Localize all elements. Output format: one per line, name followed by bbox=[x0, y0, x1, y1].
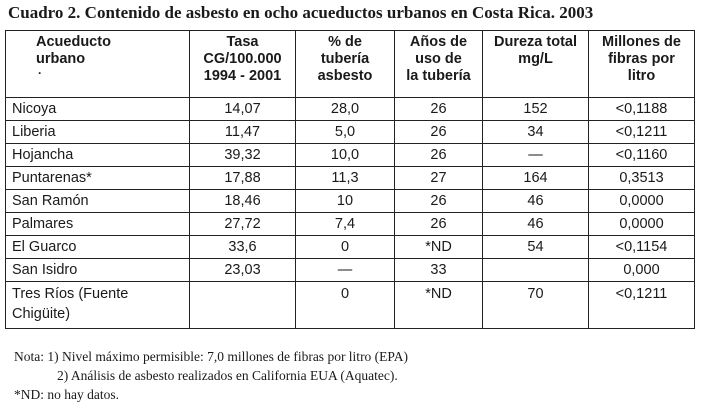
cell-fibras: <0,1160 bbox=[588, 143, 695, 167]
cell-fibras: <0,1154 bbox=[588, 235, 695, 259]
table-row: Puntarenas* 17,88 11,3 27 164 0,3513 bbox=[5, 166, 695, 190]
cell-acueducto: Puntarenas* bbox=[5, 166, 190, 190]
cell-fibras: 0,3513 bbox=[588, 166, 695, 190]
cell-dureza: 152 bbox=[482, 97, 589, 121]
cell-acueducto: Nicoya bbox=[5, 97, 190, 121]
cell-fibras: <0,1211 bbox=[588, 281, 695, 329]
asbestos-table: Acueducto urbano · Tasa CG/100.000 1994 - 2… bbox=[5, 30, 695, 329]
cell-tasa: 14,07 bbox=[189, 97, 296, 121]
cell-acueducto: Liberia bbox=[5, 120, 190, 144]
header-tasa: Tasa CG/100.000 1994 - 2001 bbox=[189, 30, 296, 98]
cell-anos: 26 bbox=[394, 143, 483, 167]
cell-tasa: 39,32 bbox=[189, 143, 296, 167]
table-row: Hojancha 39,32 10,0 26 — <0,1160 bbox=[5, 143, 695, 167]
cell-pct: 10,0 bbox=[295, 143, 395, 167]
cell-pct: 0 bbox=[295, 281, 395, 329]
cell-pct: 11,3 bbox=[295, 166, 395, 190]
cell-fibras: 0,0000 bbox=[588, 212, 695, 236]
table-row: Liberia 11,47 5,0 26 34 <0,1211 bbox=[5, 120, 695, 144]
cell-pct: — bbox=[295, 258, 395, 282]
cell-acueducto: Hojancha bbox=[5, 143, 190, 167]
cell-anos: 26 bbox=[394, 97, 483, 121]
cell-fibras: 0,0000 bbox=[588, 189, 695, 213]
cell-fibras: 0,000 bbox=[588, 258, 695, 282]
cell-tasa: 17,88 bbox=[189, 166, 296, 190]
header-fibras: Millones de fibras por litro bbox=[588, 30, 695, 98]
cell-dureza: 54 bbox=[482, 235, 589, 259]
cell-dureza: 164 bbox=[482, 166, 589, 190]
cell-dureza: 46 bbox=[482, 189, 589, 213]
cell-dureza: 34 bbox=[482, 120, 589, 144]
cell-anos: 26 bbox=[394, 212, 483, 236]
cell-anos: 26 bbox=[394, 189, 483, 213]
cell-acueducto: San Ramón bbox=[5, 189, 190, 213]
header-anos-uso: Años de uso de la tubería bbox=[394, 30, 483, 98]
note-line: 2) Análisis de asbesto realizados en Cal… bbox=[57, 368, 398, 383]
table-row: Palmares 27,72 7,4 26 46 0,0000 bbox=[5, 212, 695, 236]
cell-acueducto: Tres Ríos (Fuente Chigüite) bbox=[5, 281, 190, 329]
cell-dureza: 46 bbox=[482, 212, 589, 236]
cell-pct: 0 bbox=[295, 235, 395, 259]
cell-tasa: 27,72 bbox=[189, 212, 296, 236]
cell-tasa: 18,46 bbox=[189, 189, 296, 213]
cell-acueducto: El Guarco bbox=[5, 235, 190, 259]
cell-acueducto: San Isidro bbox=[5, 258, 190, 282]
cell-pct: 5,0 bbox=[295, 120, 395, 144]
header-pct-tuberia: % de tubería asbesto bbox=[295, 30, 395, 98]
table-title: Cuadro 2. Contenido de asbesto en ocho a… bbox=[8, 3, 594, 22]
cell-dureza bbox=[482, 258, 589, 282]
header-dureza: Dureza total mg/L bbox=[482, 30, 589, 98]
cell-tasa: 11,47 bbox=[189, 120, 296, 144]
cell-acueducto: Palmares bbox=[5, 212, 190, 236]
cell-pct: 7,4 bbox=[295, 212, 395, 236]
cell-anos: 27 bbox=[394, 166, 483, 190]
table-row: San Isidro 23,03 — 33 0,000 bbox=[5, 258, 695, 282]
note-line: *ND: no hay datos. bbox=[14, 387, 119, 402]
cell-anos: *ND bbox=[394, 235, 483, 259]
cell-dureza: — bbox=[482, 143, 589, 167]
cell-pct: 10 bbox=[295, 189, 395, 213]
cell-tasa: 23,03 bbox=[189, 258, 296, 282]
header-row: Acueducto urbano · Tasa CG/100.000 1994 - 2… bbox=[5, 30, 695, 98]
cell-tasa bbox=[189, 281, 296, 329]
note-line: Nota: 1) Nivel máximo permisible: 7,0 mi… bbox=[14, 349, 408, 364]
cell-fibras: <0,1188 bbox=[588, 97, 695, 121]
cell-pct: 28,0 bbox=[295, 97, 395, 121]
cell-anos: *ND bbox=[394, 281, 483, 329]
header-mark: · bbox=[38, 66, 42, 80]
table-notes: Nota: 1) Nivel máximo permisible: 7,0 mi… bbox=[14, 347, 408, 404]
cell-tasa: 33,6 bbox=[189, 235, 296, 259]
table-row: Tres Ríos (Fuente Chigüite) 0 *ND 70 <0,1… bbox=[5, 281, 695, 329]
header-acueducto: Acueducto urbano · bbox=[5, 30, 190, 98]
table-row: San Ramón 18,46 10 26 46 0,0000 bbox=[5, 189, 695, 213]
table-row: Nicoya 14,07 28,0 26 152 <0,1188 bbox=[5, 97, 695, 121]
cell-anos: 26 bbox=[394, 120, 483, 144]
table-row: El Guarco 33,6 0 *ND 54 <0,1154 bbox=[5, 235, 695, 259]
cell-anos: 33 bbox=[394, 258, 483, 282]
cell-fibras: <0,1211 bbox=[588, 120, 695, 144]
cell-dureza: 70 bbox=[482, 281, 589, 329]
